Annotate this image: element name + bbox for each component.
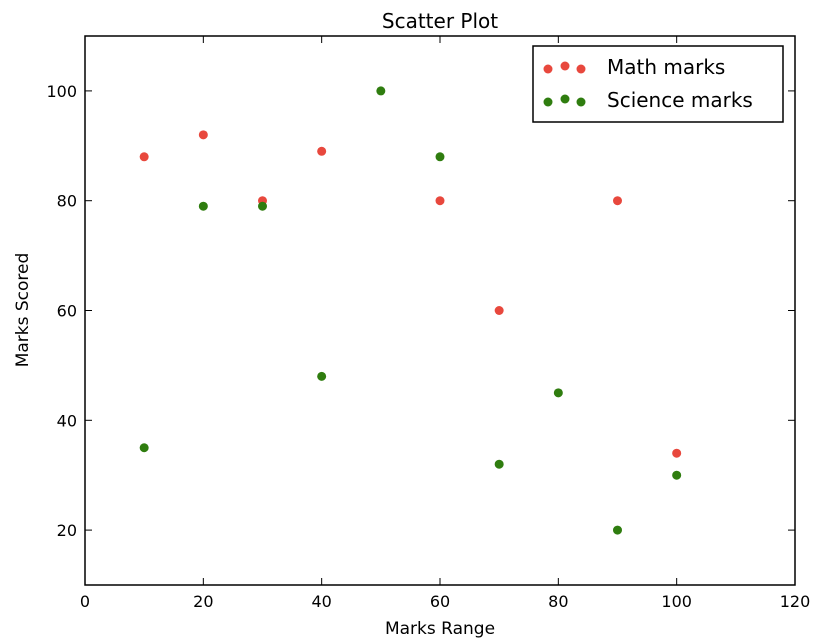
data-point [139, 443, 149, 453]
legend: Math marks Science marks [532, 45, 784, 123]
data-point [672, 448, 682, 458]
y-tick-label: 40 [57, 411, 77, 430]
data-points [139, 86, 682, 535]
legend-marker [576, 97, 586, 107]
y-axis: 20 40 60 80 100 [46, 82, 795, 540]
data-point [317, 146, 327, 156]
y-tick-label: 100 [46, 82, 77, 101]
legend-marker [543, 64, 553, 74]
data-point [198, 130, 208, 140]
legend-item: Math marks [543, 55, 725, 79]
data-point [435, 196, 445, 206]
y-axis-label: Marks Scored [13, 253, 33, 368]
x-axis: 0 20 40 60 80 100 120 [80, 36, 810, 611]
data-point [613, 525, 622, 535]
series-science-marks [139, 86, 682, 535]
legend-item: Science marks [543, 88, 753, 112]
data-point [198, 201, 208, 211]
data-point [139, 152, 149, 162]
legend-marker [560, 94, 570, 104]
legend-marker [543, 97, 553, 107]
legend-label: Science marks [607, 88, 753, 112]
plot-area [84, 35, 796, 586]
data-point [494, 306, 504, 315]
data-point [435, 152, 445, 162]
y-tick-label: 60 [57, 302, 77, 321]
x-tick-label: 100 [661, 592, 692, 611]
x-tick-label: 120 [780, 592, 811, 611]
x-tick-label: 20 [193, 592, 213, 611]
chart-title: Scatter Plot [382, 9, 498, 33]
y-tick-label: 80 [57, 192, 77, 211]
data-point [553, 388, 563, 398]
x-tick-label: 40 [311, 592, 331, 611]
data-point [258, 201, 267, 211]
legend-marker [576, 64, 586, 74]
y-tick-label: 20 [57, 521, 77, 540]
data-point [376, 86, 386, 96]
data-point [672, 470, 682, 480]
x-tick-label: 60 [430, 592, 450, 611]
data-point [494, 459, 504, 469]
legend-box [532, 45, 784, 123]
data-point [613, 196, 622, 206]
data-point [317, 371, 327, 381]
legend-label: Math marks [607, 55, 725, 79]
series-math-marks [139, 130, 682, 458]
x-tick-label: 80 [548, 592, 568, 611]
legend-marker [560, 61, 570, 71]
x-tick-label: 0 [80, 592, 90, 611]
x-axis-label: Marks Range [385, 619, 495, 639]
